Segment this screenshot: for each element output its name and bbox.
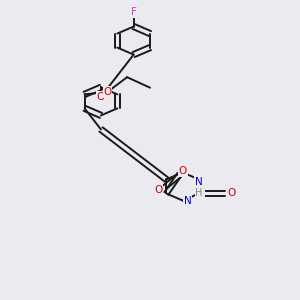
Text: O: O [228,188,236,199]
Text: F: F [131,7,137,17]
Text: O: O [97,92,105,102]
Text: H: H [197,191,204,201]
Text: O: O [154,184,162,195]
Text: N: N [195,177,203,187]
Text: O: O [178,166,187,176]
Text: H: H [195,188,203,198]
Text: O: O [103,87,112,97]
Text: N: N [184,196,191,206]
